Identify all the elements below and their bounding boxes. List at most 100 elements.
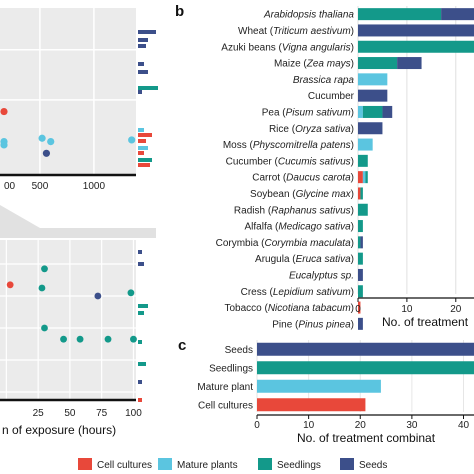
species-label: Cucumber (Cucumis sativus) [226, 156, 354, 167]
species-label-part: Cress ( [241, 287, 274, 298]
stage-label: Seedlings [209, 363, 253, 374]
species-label-part: ) [351, 26, 354, 37]
legend-swatch [258, 458, 272, 470]
species-label: Carrot (Daucus carota) [252, 173, 354, 184]
species-label-part: ) [351, 287, 354, 298]
bar-segment [358, 40, 474, 53]
species-label-part: ) [351, 205, 354, 216]
species-label-part: Physcomitrella patens [253, 140, 351, 151]
scatter-point [60, 335, 67, 343]
bar-segment [360, 236, 363, 249]
marginal-bar [138, 62, 144, 66]
species-label-part: Pinus pinea [298, 319, 351, 330]
marginal-bar [138, 362, 146, 366]
scatter-top-panel [0, 8, 136, 175]
bar-c-tick-label: 10 [303, 420, 315, 431]
bar-c [257, 398, 366, 412]
species-label-part: Glycine max [296, 189, 352, 200]
species-label-part: Azuki beans ( [221, 42, 282, 53]
bar-segment [360, 187, 363, 200]
species-label-part: ) [351, 319, 354, 330]
species-label-part: Vigna angularis [282, 42, 351, 53]
species-label: Radish (Raphanus sativus) [234, 205, 354, 216]
species-label-part: Pine ( [272, 319, 299, 330]
species-label-part: Radish ( [234, 205, 272, 216]
scatter-point [94, 292, 102, 300]
bar-segment [358, 203, 368, 216]
bar-c [257, 361, 474, 375]
panel-label-c: c [178, 337, 186, 354]
stage-label: Seeds [225, 345, 253, 356]
scatter-point [0, 107, 8, 116]
species-label-part: Pisum sativum [286, 107, 351, 118]
marginal-bar [138, 44, 146, 48]
bar-segment [358, 268, 363, 281]
scatter-bottom-tick-label: 50 [64, 408, 76, 419]
scatter-point [128, 136, 136, 144]
species-label-part: ) [351, 238, 354, 249]
species-label: Moss (Physcomitrella patens) [223, 140, 354, 151]
species-label: Pea (Pisum sativum) [262, 107, 354, 118]
species-label-part: ) [351, 107, 354, 118]
species-label-part: ) [351, 189, 354, 200]
species-label: Arugula (Eruca sativa) [255, 254, 354, 265]
species-label: Corymbia (Corymbia maculata) [216, 238, 354, 249]
bar-segment [362, 105, 383, 118]
marginal-bar [138, 398, 142, 402]
species-label-part: Brassica rapa [293, 75, 355, 86]
species-label-part: Carrot ( [252, 173, 287, 184]
species-label-part: Cucumber [308, 91, 355, 102]
stage-label: Cell cultures [198, 400, 253, 411]
species-label-part: ) [351, 42, 354, 53]
bar-c [257, 379, 381, 393]
species-label: Pine (Pinus pinea) [272, 319, 354, 330]
species-label: Maize (Zea mays) [274, 59, 354, 70]
marginal-bar [138, 86, 158, 90]
species-label-part: Triticum aestivum [273, 26, 351, 37]
bar-segment [365, 171, 368, 184]
bar-segment [358, 122, 383, 135]
species-label: Tobacco (Nicotiana tabacum) [224, 303, 354, 314]
bar-segment [358, 236, 361, 249]
species-label-part: Daucus carota [286, 173, 351, 184]
species-label-part: Arugula ( [255, 254, 296, 265]
bar-c [257, 342, 474, 356]
scatter-bottom-panel [0, 240, 136, 400]
bar-c-tick-label: 40 [458, 420, 470, 431]
species-label-part: Arabidopsis thaliana [263, 10, 354, 21]
stage-label: Mature plant [197, 382, 253, 393]
bar-segment [382, 105, 393, 118]
species-label-part: Wheat ( [238, 26, 274, 37]
bar-segment [358, 187, 361, 200]
bar-segment [358, 73, 388, 86]
marginal-bar [138, 304, 148, 308]
scatter-point [76, 335, 84, 343]
bar-c-tick-label: 0 [254, 420, 260, 431]
legend-label: Cell cultures [97, 460, 152, 471]
species-label: Wheat (Triticum aestivum) [238, 26, 354, 37]
species-label: Alfalfa (Medicago sativa) [244, 222, 354, 233]
marginal-bar [138, 133, 152, 137]
bar-segment [358, 89, 388, 102]
species-label-part: ) [351, 124, 354, 135]
marginal-bar [138, 38, 148, 42]
bar-b-tick-label: 0 [355, 304, 361, 315]
bar-segment [358, 138, 373, 151]
scatter-point [47, 138, 55, 146]
species-label-part: Eruca sativa [296, 254, 351, 265]
scatter-point [6, 281, 14, 289]
species-label-part: Oryza sativa [295, 124, 351, 135]
marginal-bar [138, 139, 146, 143]
species-label-part: Rice ( [269, 124, 296, 135]
scatter-bottom-tick-label: 75 [96, 408, 108, 419]
scatter-point [41, 265, 48, 273]
species-label-part: Corymbia maculata [265, 238, 352, 249]
marginal-bar [138, 70, 148, 74]
marginal-bar [138, 380, 142, 384]
species-label-part: ) [351, 140, 354, 151]
species-label: Cucumber [308, 91, 355, 102]
scatter-point [38, 284, 46, 292]
species-label-part: ) [351, 254, 354, 265]
bar-segment [358, 8, 442, 21]
